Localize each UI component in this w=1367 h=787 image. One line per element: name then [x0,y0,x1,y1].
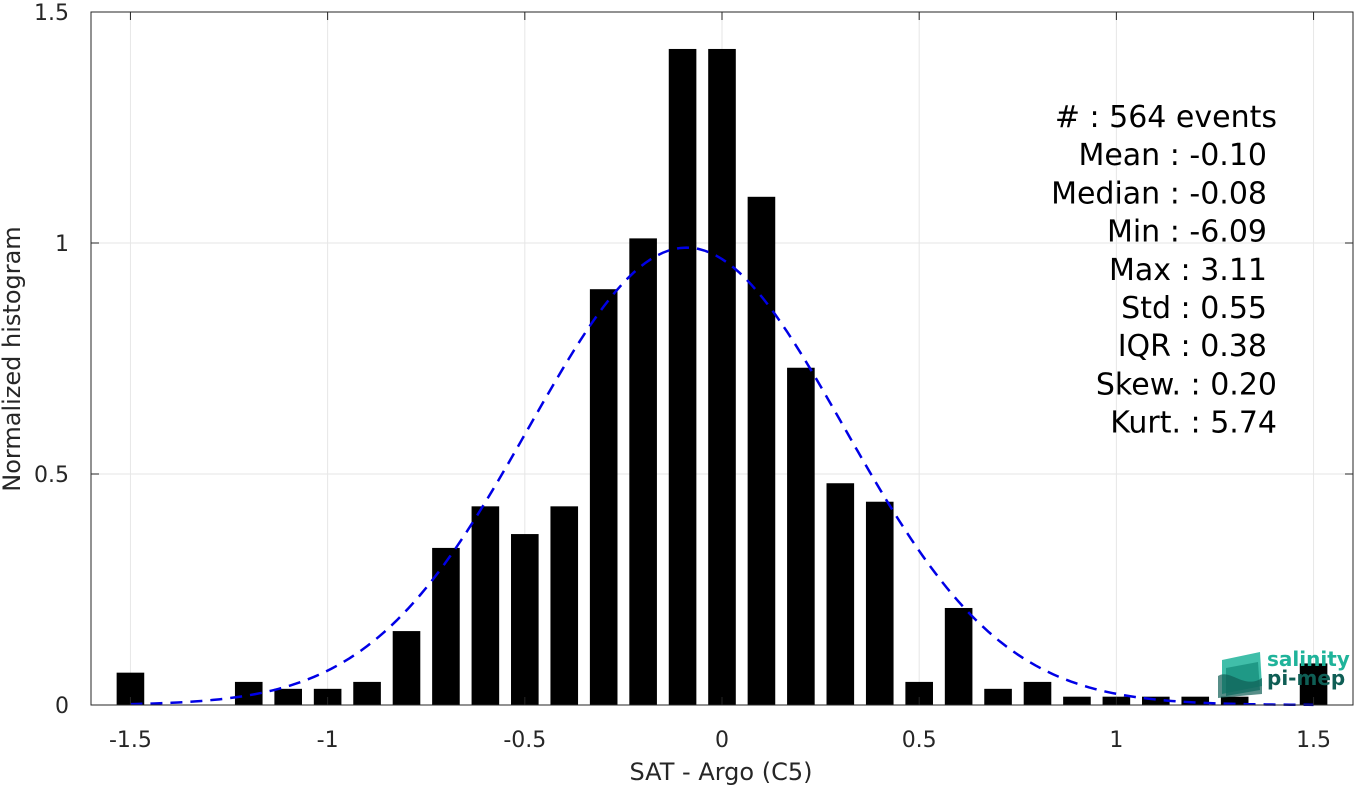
stats-line: IQR : 0.38 [1118,329,1267,364]
x-tick-label: -1.5 [109,728,152,753]
histogram-bar [944,607,973,705]
x-tick-label: 0 [715,728,729,753]
y-tick-label: 1.5 [34,1,69,26]
stats-line: Mean : -0.10 [1078,138,1267,173]
histogram-bar [392,631,421,705]
histogram-bars [116,48,1328,706]
stats-line: Kurt. : 5.74 [1110,406,1277,441]
gaussian-fit-curve [130,246,1314,707]
histogram-bar [984,688,1012,705]
histogram-bar [589,289,618,705]
stats-line: Max : 3.11 [1109,253,1267,288]
histogram-bar [234,681,263,705]
histogram-bar [1220,696,1249,705]
x-tick-label: 1.5 [1296,728,1331,753]
stats-line: Skew. : 0.20 [1096,367,1277,402]
x-tick-label: -1 [317,728,339,753]
y-tick-label: 1 [55,232,69,257]
logo-wave-icon [1218,652,1262,698]
histogram-bar [1063,696,1091,705]
histogram-bar [787,367,815,705]
x-axis-label: SAT - Argo (C5) [630,758,813,786]
x-tick-label: -0.5 [503,728,546,753]
histogram-bar [511,534,539,705]
histogram-bar [471,506,500,705]
histogram-bar [1023,681,1052,705]
stats-line: Std : 0.55 [1121,291,1267,326]
histogram-bar [313,688,342,705]
y-tick-label: 0 [55,694,69,719]
histogram-bar [1181,696,1210,705]
logo-text-pi-mep: pi-mep [1267,666,1345,690]
logo-text-salinity: salinity [1267,647,1350,671]
stats-line: # : 564 events [1055,100,1277,135]
salinity-pi-mep-logo: salinity pi-mep [1218,647,1350,698]
histogram-bar [905,681,933,705]
histogram-bar [708,48,736,705]
histogram-bar [353,681,381,705]
x-tick-label: 0.5 [902,728,937,753]
histogram-bar [747,196,776,706]
y-axis-label: Normalized histogram [0,226,26,491]
histogram-bar [826,483,855,705]
histogram-bar [432,547,460,705]
histogram-bar [668,48,697,705]
gaussian-fit [130,246,1314,707]
y-tick-label: 0.5 [34,463,69,488]
stats-line: Median : -0.08 [1051,176,1267,211]
histogram-bar [865,501,894,705]
histogram-bar [1142,696,1170,705]
histogram-bar [629,238,657,705]
x-tick-label: 1 [1109,728,1123,753]
histogram-bar [274,688,302,705]
stats-line: Min : -6.09 [1107,215,1267,250]
histogram-bar [550,506,579,705]
axis-ticks: -1.5 -1 -0.5 0 0.5 1 1.5 0 0.5 1 1.5 [34,1,1353,753]
